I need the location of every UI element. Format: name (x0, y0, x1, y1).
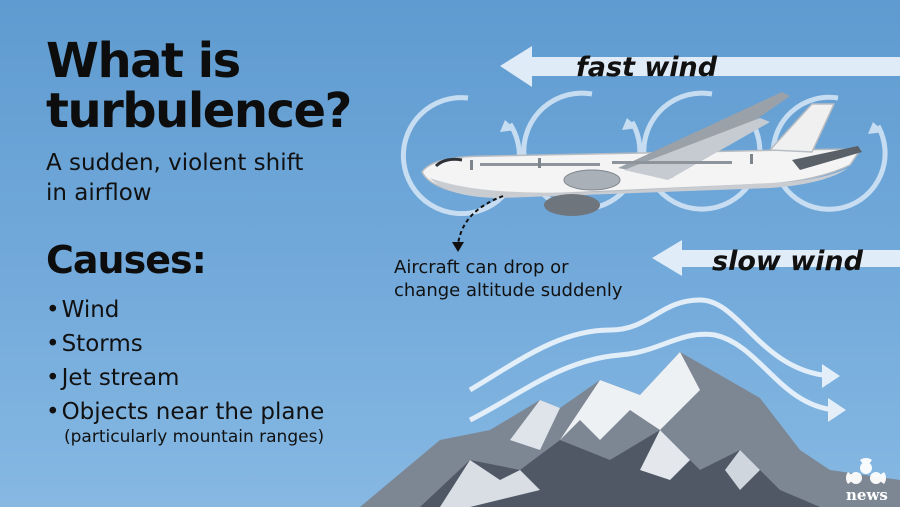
causes-note: (particularly mountain ranges) (64, 427, 325, 447)
bullet-icon: • (46, 331, 60, 357)
cause-label: Wind (61, 297, 120, 323)
list-item: •Storms (46, 327, 324, 361)
page-title: What is turbulence? (46, 33, 352, 139)
list-item: •Wind (46, 293, 324, 327)
mountain-range (360, 352, 900, 507)
slow-wind-label: slow wind (712, 246, 863, 277)
airplane (421, 92, 862, 216)
bullet-icon: • (46, 399, 60, 425)
slow-wind-arrow (652, 240, 900, 276)
list-item: •Jet stream (46, 361, 324, 395)
cause-label: Objects near the plane (61, 399, 325, 425)
bullet-icon: • (46, 365, 60, 391)
drop-arrow (452, 195, 504, 252)
list-item: •Objects near the plane (46, 395, 324, 429)
logo-text: news (846, 486, 888, 504)
aircraft-note: Aircraft can drop or change altitude sud… (394, 257, 623, 301)
cause-label: Storms (61, 331, 143, 357)
subtitle: A sudden, violent shift in airflow (46, 150, 304, 206)
causes-list: •Wind •Storms •Jet stream •Objects near … (46, 293, 324, 429)
causes-heading: Causes: (46, 238, 207, 282)
cbc-gem-logo-icon (846, 458, 886, 484)
bullet-icon: • (46, 297, 60, 323)
airflow-lines (468, 297, 846, 423)
fast-wind-arrow (500, 46, 900, 87)
fast-wind-label: fast wind (576, 52, 718, 83)
cause-label: Jet stream (61, 365, 180, 391)
